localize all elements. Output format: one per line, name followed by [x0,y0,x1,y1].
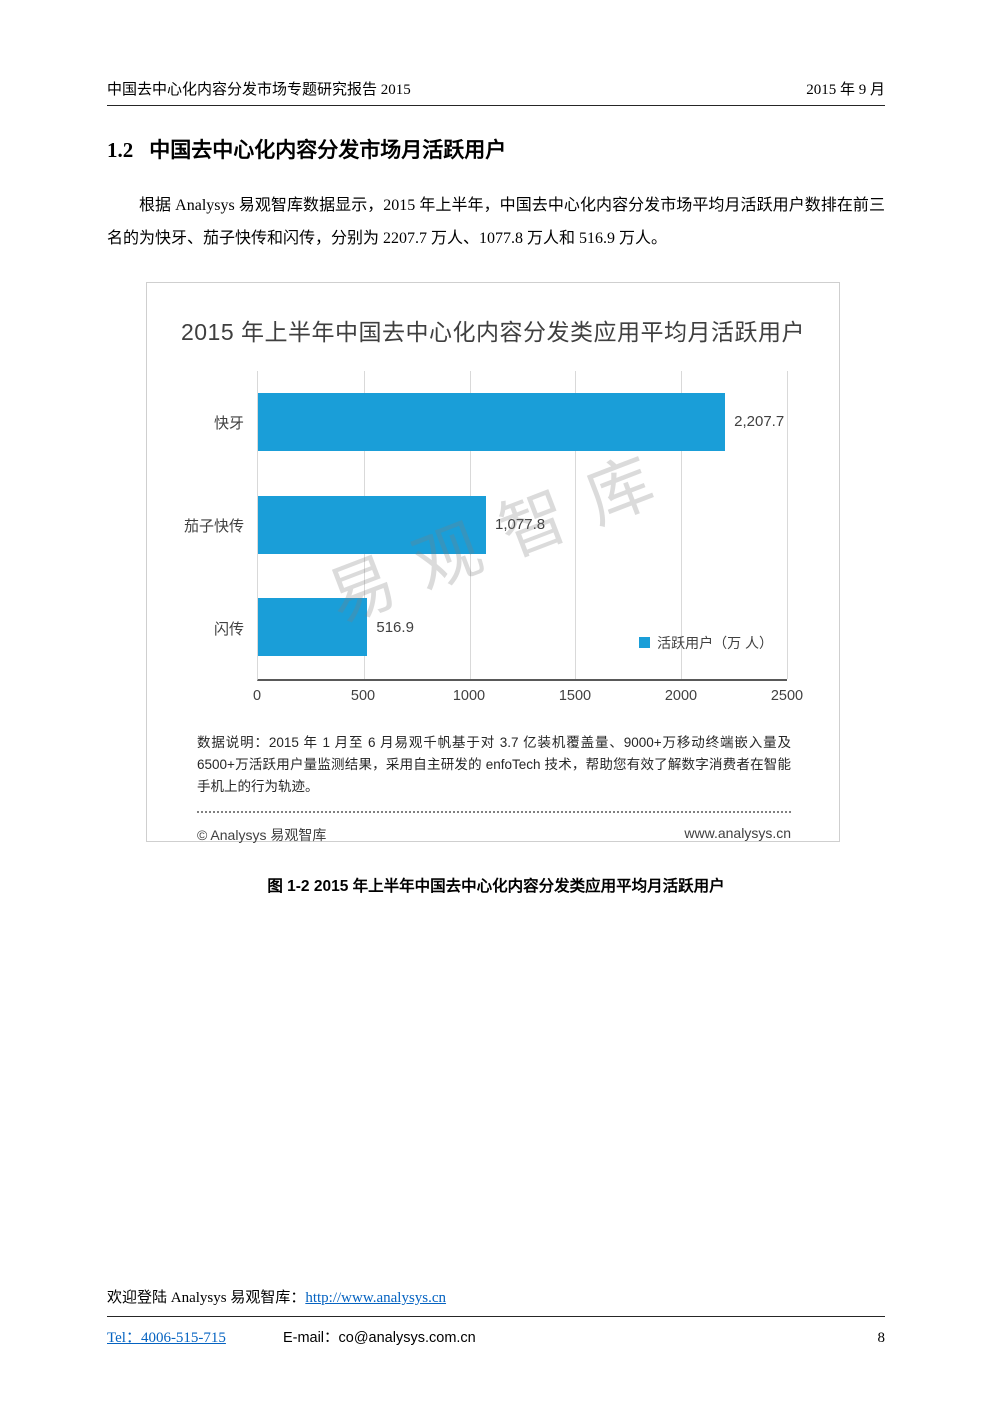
legend-label: 活跃用户（万 人） [657,634,773,651]
page-number: 8 [877,1330,886,1346]
bar [258,495,487,554]
bar-value-label: 516.9 [376,618,414,636]
category-axis: 快牙茄子快传闪传 [147,371,257,681]
bar-series: 2,207.7 1,077.8 516.9 [258,371,787,679]
category-label: 快牙 [213,414,244,432]
x-tick-label: 1000 [452,687,486,704]
bar-value-label: 2,207.7 [734,413,785,431]
footer-divider [107,1316,885,1317]
gridline [787,370,788,679]
dotted-divider [197,811,791,814]
footer-website-link[interactable]: http://www.analysys.cn [305,1290,447,1306]
x-tick-label: 2000 [664,687,698,704]
footer-welcome-text: 欢迎登陆 Analysys 易观智库： [107,1290,306,1306]
body-paragraph: 根据 Analysys 易观智库数据显示，2015 年上半年，中国去中心化内容分… [107,197,885,247]
section-heading: 1.2 中国去中心化内容分发市场月活跃用户 [107,134,885,164]
category-label: 闪传 [213,621,244,639]
footer-welcome-line: 欢迎登陆 Analysys 易观智库：http://www.analysys.c… [107,1286,885,1307]
x-tick-label: 2500 [770,687,804,704]
bar-value-label: 1,077.8 [495,516,546,534]
gridline [575,370,577,679]
section-title: 中国去中心化内容分发市场月活跃用户 [149,138,507,162]
header-report-title: 中国去中心化内容分发市场专题研究报告 2015 [107,82,411,98]
chart-note: 数据说明：2015 年 1 月至 6 月易观千帆基于对 3.7 亿装机覆盖量、9… [197,734,791,795]
x-tick-label: 0 [252,687,262,704]
bar-row: 1,077.8 [258,473,787,576]
gridline [681,370,683,679]
chart-legend: 活跃用户（万 人） [639,633,773,653]
footer-email: E-mail：co@analysys.com.cn [282,1330,476,1346]
bar [258,392,726,451]
chart-footer-copyright: © Analysys 易观智库 [197,827,327,844]
figure-caption: 图 1-2 2015 年上半年中国去中心化内容分发类应用平均月活跃用户 [267,877,725,895]
chart-plot-wrap: 快牙 茄子快传 闪传 2,207.7 1,077.8 516.9 活跃用户（万 人） 易… [147,370,839,681]
page-footer: 欢迎登陆 Analysys 易观智库：http://www.analysys.c… [107,1286,885,1347]
page-header: 中国去中心化内容分发市场专题研究报告 2015 2015 年 9 月 [107,78,885,106]
chart-figure: 2015 年上半年中国去中心化内容分发类应用平均月活跃用户 快牙茄子快传闪传 2… [146,281,840,845]
x-tick-label: 500 [350,687,376,704]
category-label: 茄子快传 [183,518,244,536]
chart-title: 2015 年上半年中国去中心化内容分发类应用平均月活跃用户 [180,318,806,345]
section-number: 1.2 [107,138,134,162]
chart-plot-area: 2,207.7 1,077.8 516.9 活跃用户（万 人） 易观智库 [257,370,788,681]
chart-footer: © Analysys 易观智库 www.analysys.cn [197,825,791,845]
bar [258,598,368,657]
legend-swatch-icon [639,637,651,649]
chart-footer-url: www.analysys.cn [684,825,791,842]
x-axis-ticks: 0 500 1000 1500 2000 2500 [253,687,803,710]
x-tick-label: 1500 [558,687,592,704]
header-date: 2015 年 9 月 [806,82,885,98]
bar-row: 2,207.7 [258,371,787,474]
bar-row: 516.9 [258,576,787,679]
footer-bottom-line: Tel：4006-515-715 E-mail：co@analysys.com.… [107,1326,885,1347]
footer-tel-link[interactable]: Tel：4006-515-715 [107,1330,226,1346]
